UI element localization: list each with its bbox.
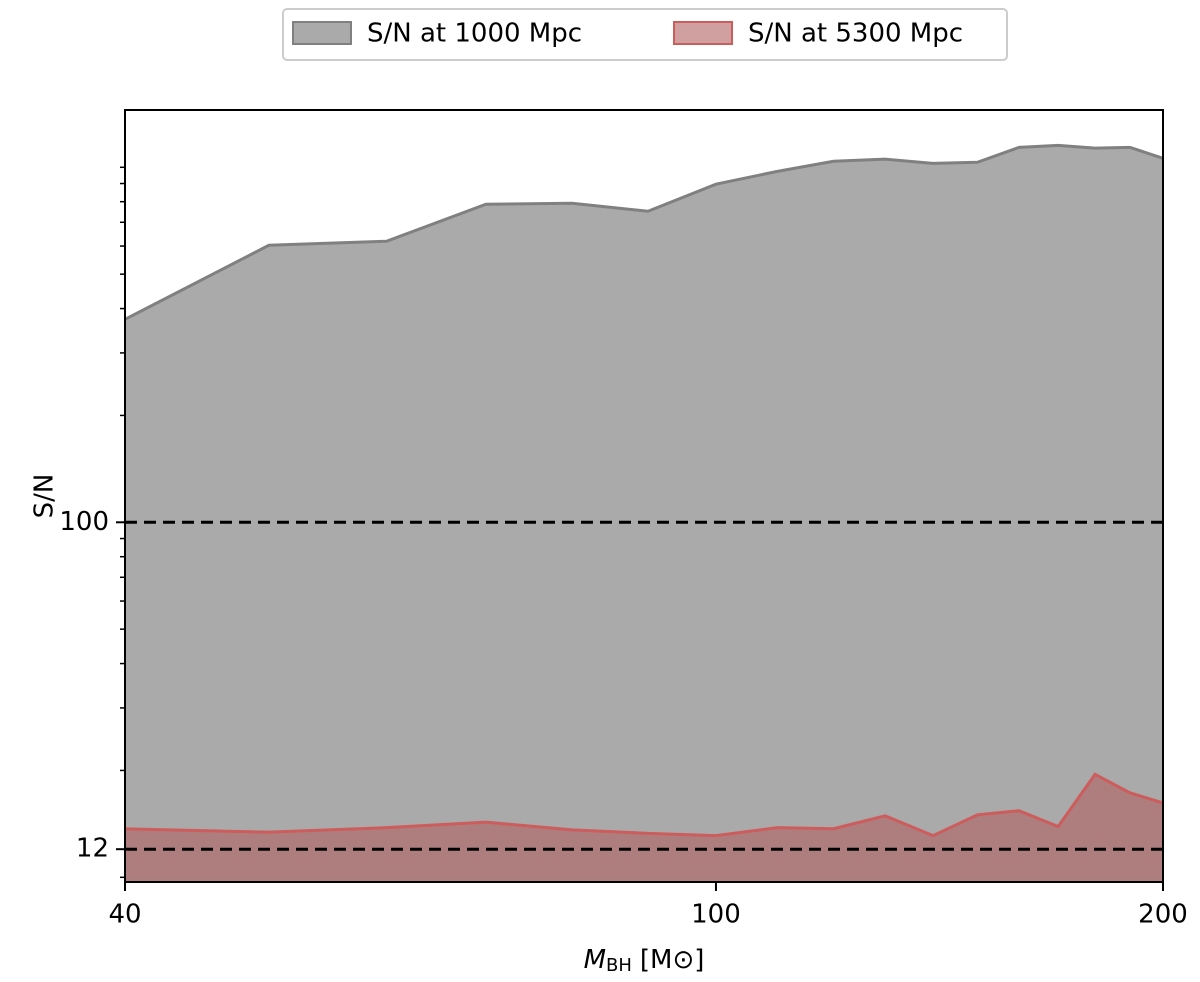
legend-label: S/N at 5300 Mpc — [748, 19, 963, 49]
y-tick-label: 12 — [76, 834, 109, 864]
area-fill — [125, 145, 1163, 882]
y-tick-label: 100 — [59, 507, 109, 537]
y-axis-label: S/N — [30, 474, 60, 519]
x-label-unit: [M⊙] — [640, 945, 705, 975]
area-fill — [125, 774, 1163, 882]
legend-swatch — [673, 21, 733, 45]
x-tick-label: 40 — [108, 900, 141, 930]
x-tick-label: 100 — [691, 900, 741, 930]
x-tick-label: 200 — [1138, 900, 1188, 930]
plot-frame — [124, 109, 1164, 883]
area-line — [124, 772, 1164, 838]
x-label-symbol: M — [584, 945, 606, 975]
legend-box — [282, 8, 1008, 61]
x-label-subscript: BH — [606, 955, 632, 976]
legend-swatch — [292, 21, 352, 45]
x-axis-label: MBH [M⊙] — [584, 945, 705, 977]
area-line — [124, 143, 1164, 321]
legend-label: S/N at 1000 Mpc — [367, 19, 582, 49]
